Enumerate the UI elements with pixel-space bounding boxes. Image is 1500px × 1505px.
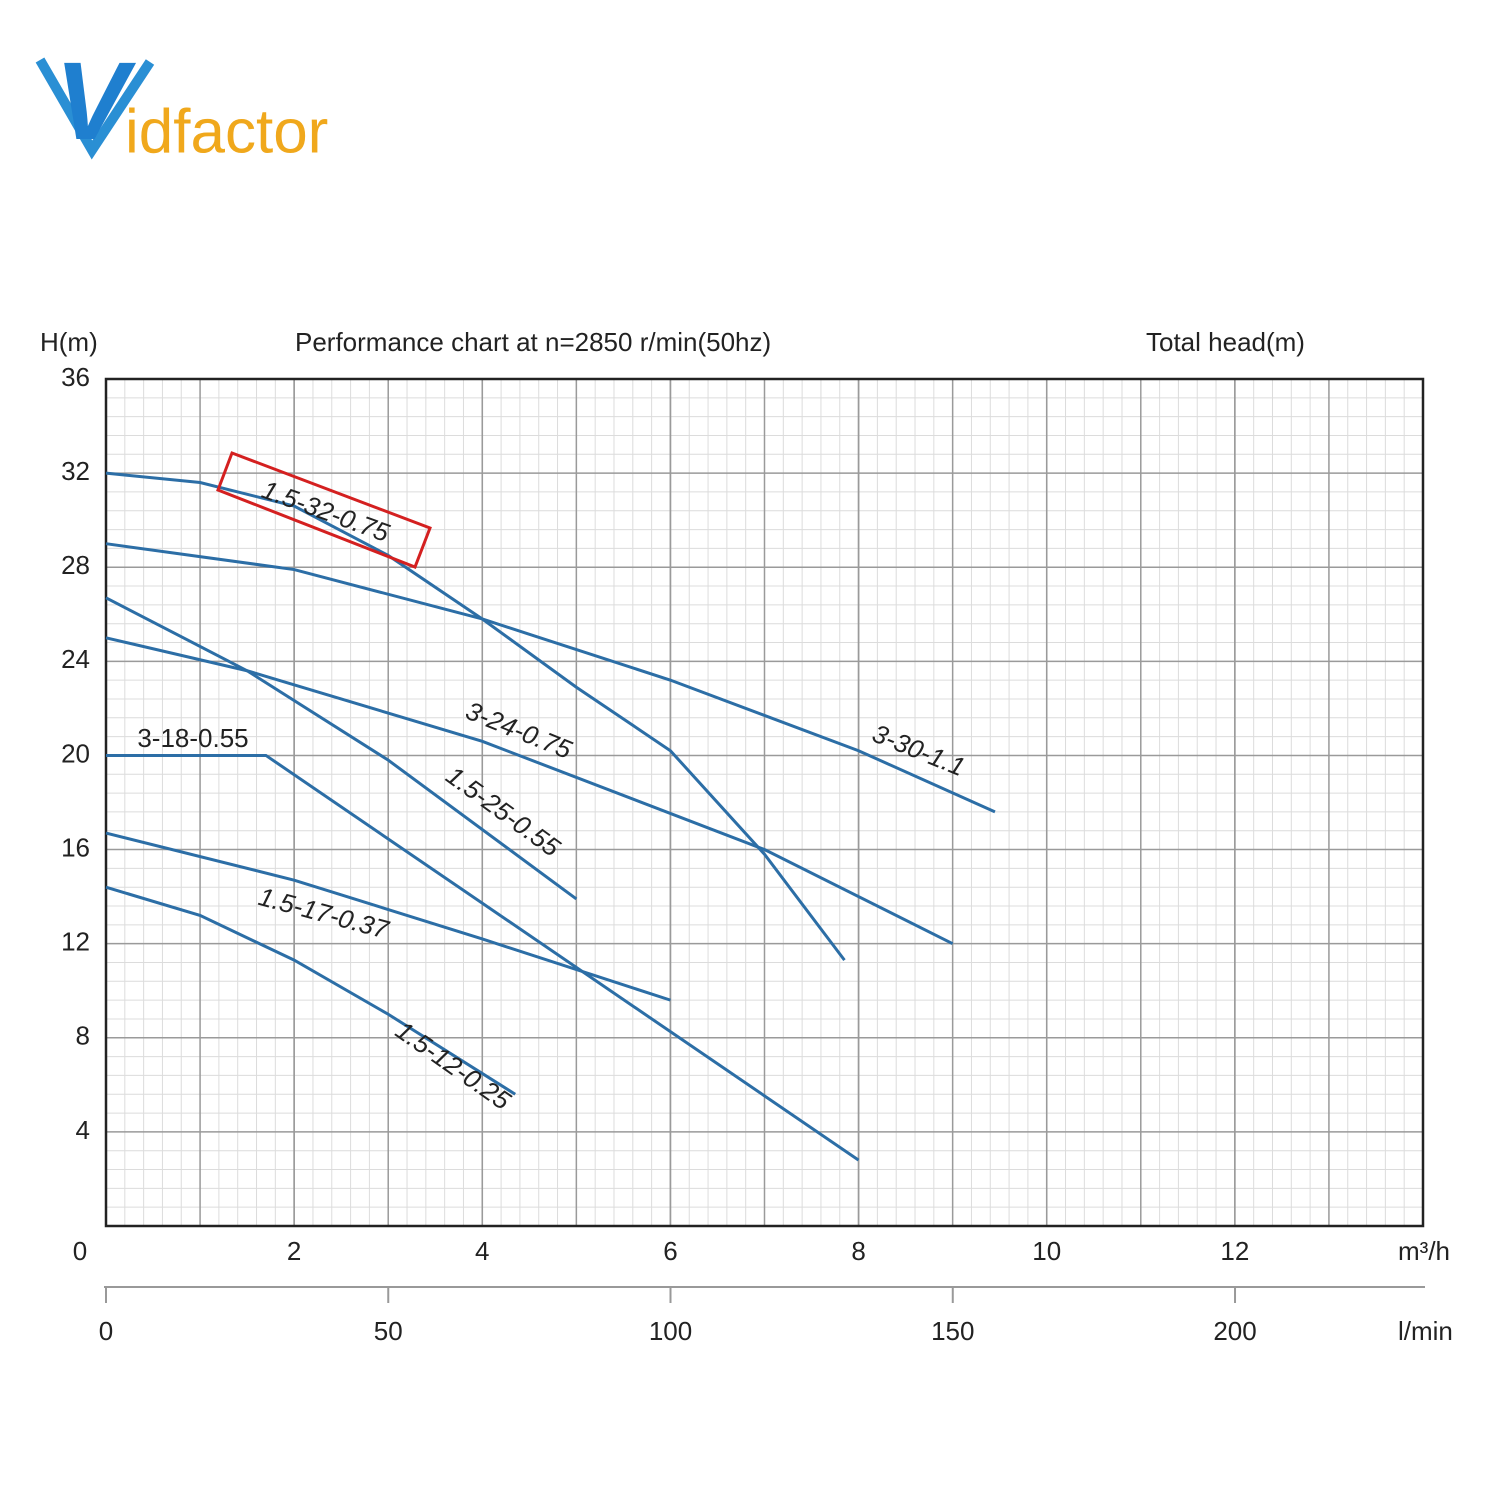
y-tick-label: 4: [76, 1115, 90, 1145]
curve-label: 3-30-1.1: [868, 718, 969, 782]
curve-label: 1.5-12-0.25: [390, 1015, 517, 1116]
chart-title: Performance chart at n=2850 r/min(50hz): [295, 327, 771, 357]
logo-text: idfactor: [125, 97, 328, 166]
x-tick-label: 6: [663, 1236, 677, 1266]
x2-tick-label: 200: [1213, 1316, 1256, 1346]
y-tick-label: 16: [61, 832, 90, 862]
plot-frame: [104, 377, 1425, 1228]
pump-curve: [105, 885, 517, 1096]
y-axis-label: H(m): [40, 327, 98, 357]
logo: V idfactor: [35, 40, 328, 166]
x-tick-label: 4: [475, 1236, 489, 1266]
right-label: Total head(m): [1146, 327, 1305, 357]
logo-initial: V: [55, 40, 137, 163]
y-tick-label: 32: [61, 456, 90, 486]
pump-curve: [105, 636, 954, 946]
y-tick-label: 8: [76, 1021, 90, 1051]
x2-axis-label: l/min: [1398, 1316, 1453, 1346]
curve-label: 3-18-0.55: [137, 723, 248, 753]
highlight-box: [216, 451, 432, 569]
pump-curve: [105, 596, 578, 901]
y-tick-label: 28: [61, 550, 90, 580]
x-tick-label: 10: [1032, 1236, 1061, 1266]
x2-tick-label: 150: [931, 1316, 974, 1346]
x2-tick-label: 100: [649, 1316, 692, 1346]
y-tick-label: 24: [61, 644, 90, 674]
y-tick-label: 12: [61, 927, 90, 957]
y-tick-label: 20: [61, 738, 90, 768]
x-tick-label: 8: [851, 1236, 865, 1266]
x2-tick-label: 50: [374, 1316, 403, 1346]
x-tick-label: 2: [287, 1236, 301, 1266]
logo-wings: [35, 57, 155, 160]
x2-tick-label: 0: [99, 1316, 113, 1346]
x-tick-label: 0: [73, 1236, 87, 1266]
pump-curve: [105, 831, 671, 1002]
x-axis-label: m³/h: [1398, 1236, 1450, 1266]
pump-curve: [105, 542, 996, 814]
x-tick-label: 12: [1220, 1236, 1249, 1266]
pump-curve: [106, 753, 860, 1162]
y-tick-label: 36: [61, 362, 90, 392]
